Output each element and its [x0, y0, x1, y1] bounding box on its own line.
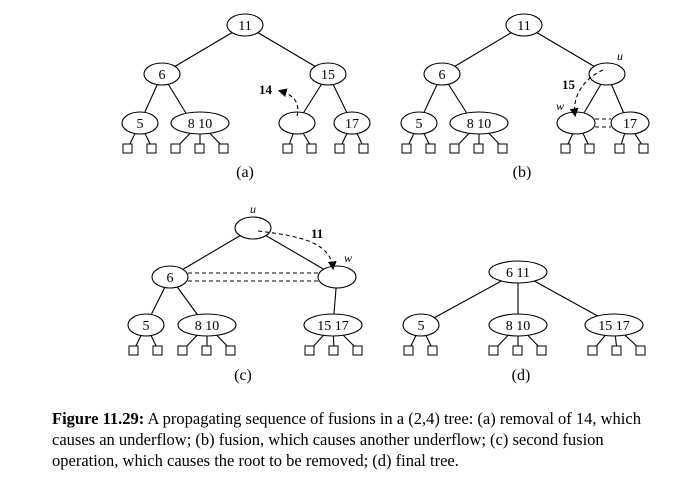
leaves-d [403, 345, 646, 356]
svg-text:15 17: 15 17 [598, 319, 630, 334]
node-8-10 [449, 111, 509, 135]
svg-text:5: 5 [418, 319, 425, 334]
svg-text:17: 17 [345, 117, 359, 132]
caption-label: Figure 11.29: [52, 409, 145, 428]
node-11 [505, 13, 543, 37]
node-8-10 [177, 313, 237, 337]
removed-key: 14 [259, 82, 273, 97]
svg-text:8 10: 8 10 [188, 117, 213, 132]
leaves-a [122, 143, 369, 154]
node-17 [333, 111, 371, 135]
svg-text:5: 5 [416, 117, 423, 132]
moved-key: 11 [311, 226, 323, 241]
svg-text:11: 11 [517, 19, 530, 34]
panel-a: 11 6 15 5 8 10 17 14 (a) [121, 13, 371, 181]
label-w: w [344, 251, 352, 265]
node-5 [127, 313, 165, 337]
node-w [556, 111, 596, 135]
caption-text: A propagating sequence of fusions in a (… [52, 409, 641, 470]
svg-text:8 10: 8 10 [195, 319, 220, 334]
leaves-c [128, 345, 363, 356]
panel-label-c: (c) [234, 367, 252, 384]
node-6 [151, 265, 189, 289]
node-8-10 [170, 111, 230, 135]
label-w: w [556, 99, 564, 113]
svg-text:5: 5 [143, 319, 150, 334]
moved-key: 15 [562, 77, 576, 92]
fusion-figure: 11 6 15 5 8 10 17 14 (a) [121, 13, 650, 384]
svg-text:11: 11 [238, 19, 251, 34]
fusion-arrow [569, 69, 604, 118]
node-15-17 [584, 313, 644, 337]
panel-b: 11 6 5 8 10 17 15 u w (b) [400, 13, 650, 181]
svg-text:8 10: 8 10 [467, 117, 492, 132]
node-empty [278, 111, 316, 135]
panel-d: 6 11 5 8 10 15 17 (d) [402, 260, 646, 384]
svg-text:8 10: 8 10 [506, 319, 531, 334]
svg-text:5: 5 [137, 117, 144, 132]
leaves-b [401, 143, 649, 154]
node-5 [400, 111, 438, 135]
node-5 [402, 313, 440, 337]
node-w [317, 265, 357, 289]
panel-label-b: (b) [513, 164, 532, 181]
node-15-17 [303, 313, 363, 337]
node-6 [423, 62, 461, 86]
node-u-empty [588, 62, 626, 86]
node-6 [143, 62, 181, 86]
svg-text:6 11: 6 11 [506, 266, 530, 281]
panel-c: 6 5 8 10 15 17 11 u w (c) [127, 202, 363, 384]
svg-text:6: 6 [167, 271, 174, 286]
panel-label-a: (a) [236, 164, 254, 181]
node-8-10 [488, 313, 548, 337]
svg-text:17: 17 [623, 117, 637, 132]
svg-text:15: 15 [321, 68, 335, 83]
node-11 [226, 13, 264, 37]
figure-caption: Figure 11.29: A propagating sequence of … [52, 408, 672, 471]
svg-text:6: 6 [159, 68, 166, 83]
svg-text:15 17: 15 17 [317, 319, 349, 334]
panel-label-d: (d) [512, 367, 531, 384]
node-15 [309, 62, 347, 86]
label-u: u [250, 202, 256, 216]
label-u: u [617, 49, 623, 63]
removal-arrow [277, 88, 299, 117]
node-u-empty [234, 216, 272, 240]
node-5 [121, 111, 159, 135]
svg-text:6: 6 [439, 68, 446, 83]
node-6-11 [488, 260, 548, 284]
node-17 [610, 111, 650, 135]
